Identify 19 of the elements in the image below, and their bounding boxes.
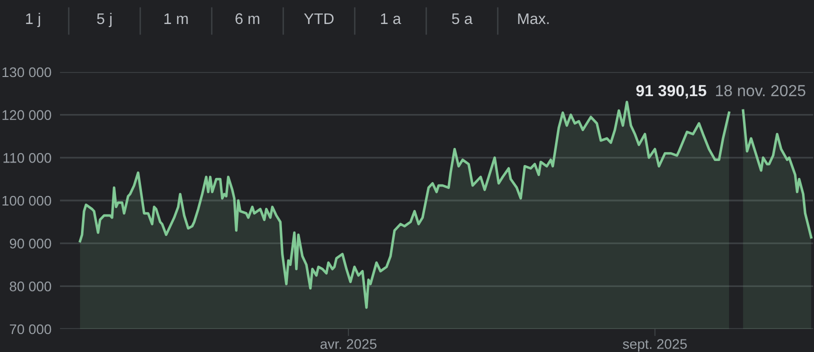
- text: 5 a: [452, 13, 473, 24]
- y-tick-label: 110 000: [4, 153, 52, 163]
- x-tick-label: avr. 2025: [320, 339, 376, 349]
- text: 6 m: [236, 13, 260, 24]
- annotation: 91 390,15: [636, 84, 706, 99]
- text: Max.: [518, 13, 549, 24]
- text: YTD: [304, 13, 334, 24]
- text: 1 m: [164, 13, 188, 24]
- text: 1 a: [381, 13, 402, 24]
- x-tick-label: sept. 2025: [622, 339, 687, 352]
- y-tick-label: 120 000: [2, 110, 52, 120]
- y-tick-label: 90 000: [10, 238, 52, 249]
- y-tick-label: 130 000: [2, 67, 52, 78]
- text: 1 j: [26, 12, 40, 28]
- text: 5 j: [97, 12, 112, 28]
- y-tick-label: 100 000: [2, 196, 52, 206]
- y-tick-label: 80 000: [10, 282, 52, 292]
- y-tick-label: 70 000: [10, 324, 52, 334]
- annotation: 18 nov. 2025: [716, 84, 806, 96]
